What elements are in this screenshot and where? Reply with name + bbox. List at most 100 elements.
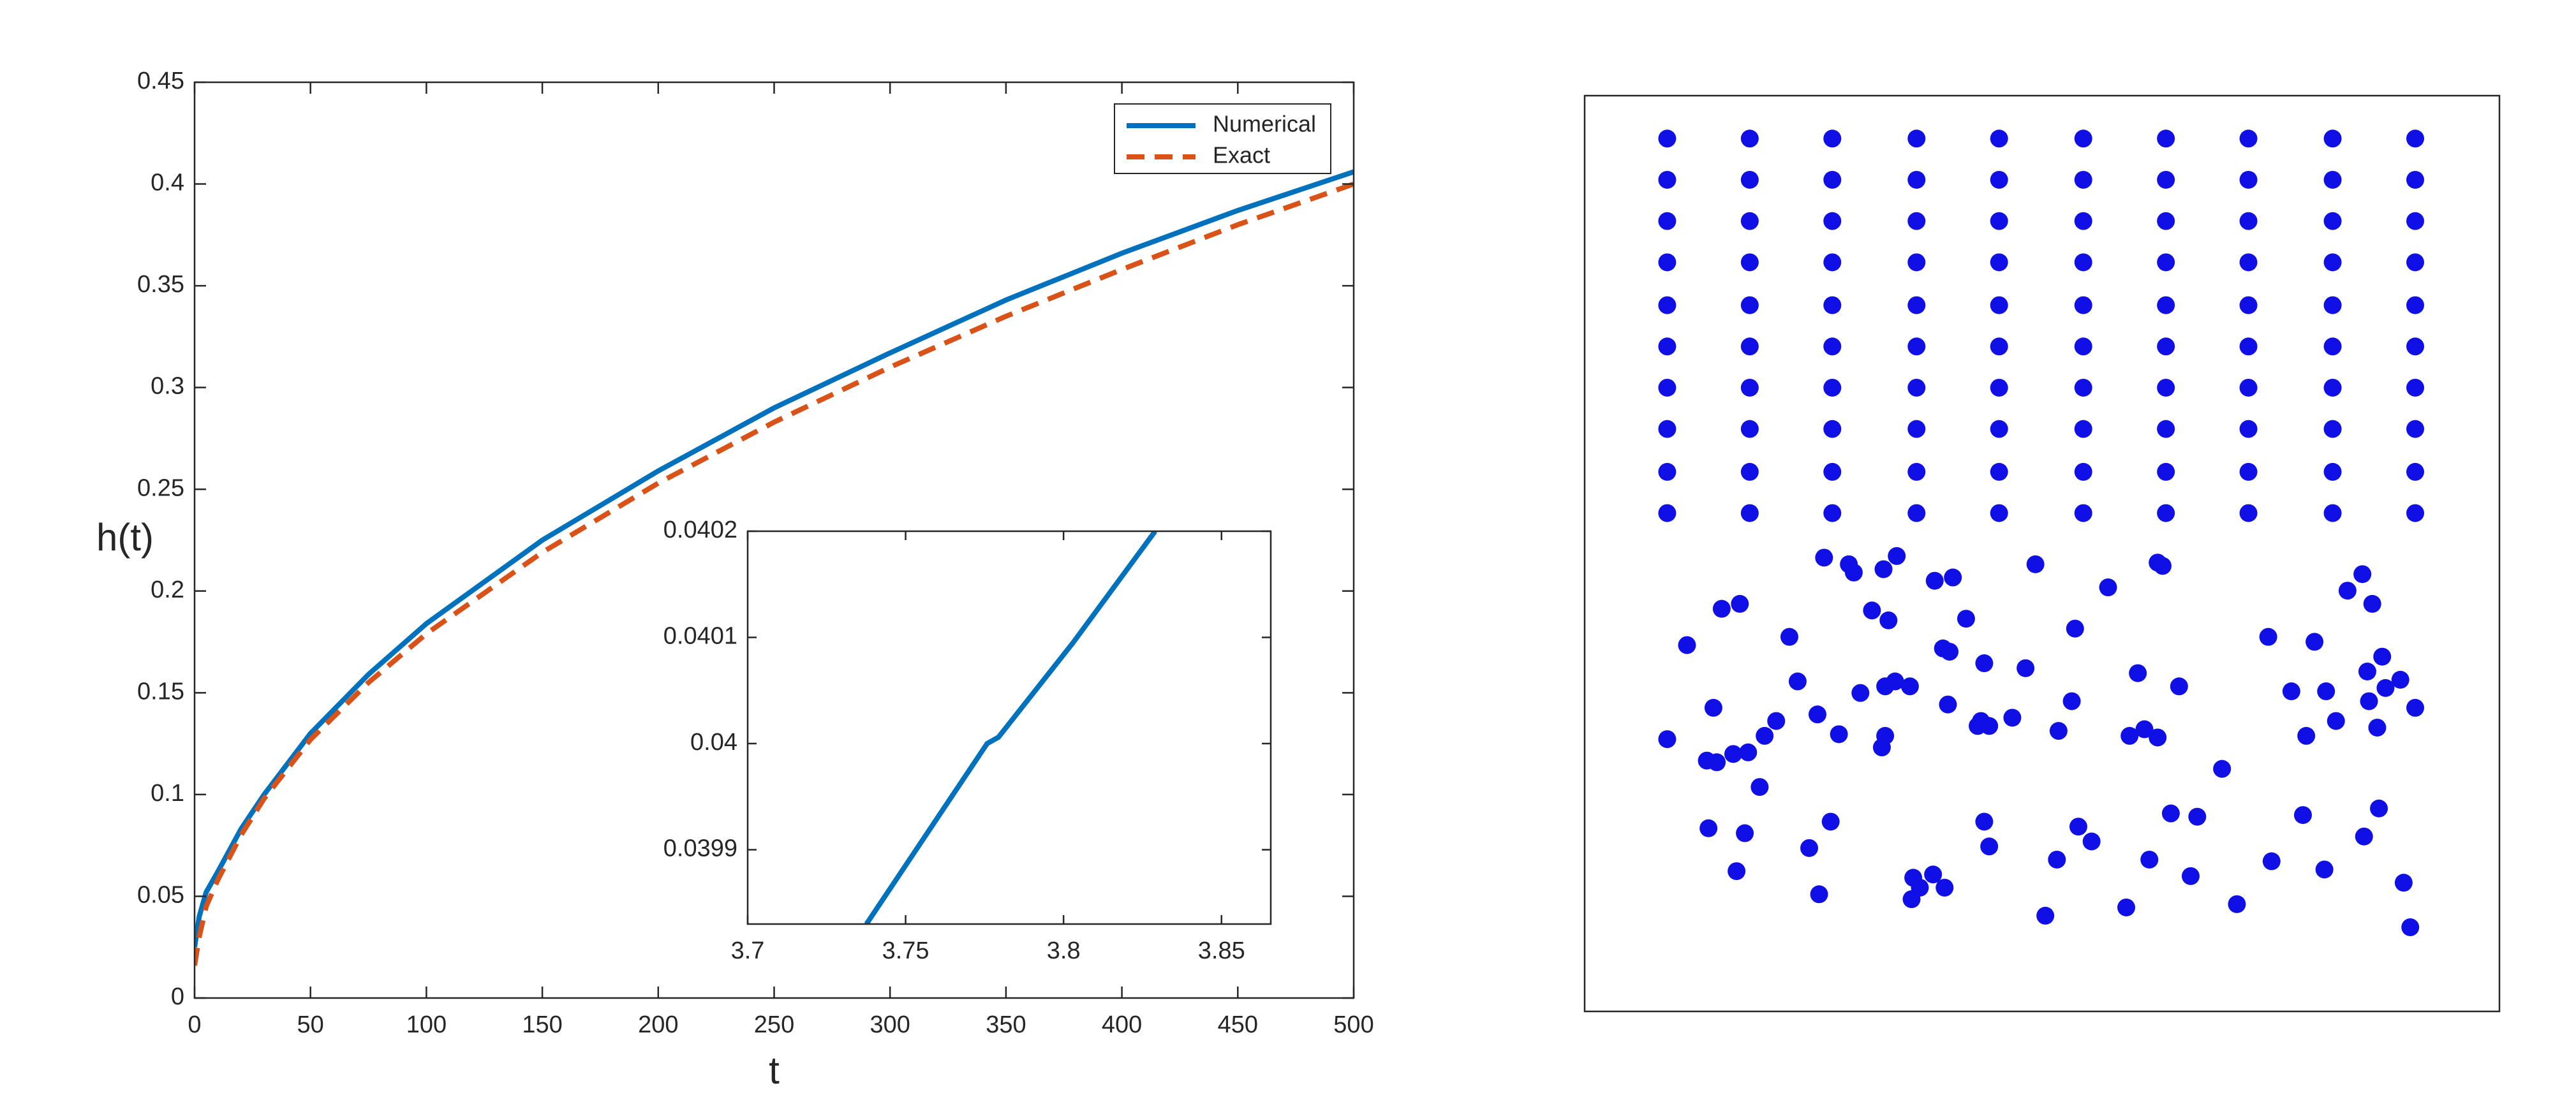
scatter-point [2406, 296, 2424, 314]
scatter-point [1851, 684, 1870, 702]
x-tick-label: 50 [297, 1011, 324, 1038]
scatter-point [2323, 462, 2342, 481]
scatter-point [2117, 898, 2136, 916]
scatter-point [1736, 824, 1754, 842]
scatter-point [2157, 420, 2175, 438]
scatter-point [1756, 726, 1774, 745]
scatter-point [2239, 378, 2258, 397]
y-tick-label: 0.15 [137, 678, 184, 705]
scatter-point [2323, 296, 2342, 314]
x-tick-label: 250 [754, 1011, 794, 1038]
scatter-point [1740, 504, 1759, 522]
scatter-point [1704, 698, 1722, 717]
scatter-point [1823, 378, 1842, 397]
scatter-point [2239, 253, 2258, 272]
scatter-point [2121, 726, 2139, 745]
scatter-point [1863, 601, 1881, 620]
y-tick-label: 0.1 [151, 780, 184, 807]
scatter-point [2406, 253, 2424, 272]
scatter-point [2049, 722, 2068, 740]
scatter-point [2074, 504, 2092, 522]
scatter-point [1821, 812, 1840, 831]
scatter-point [1658, 504, 1677, 522]
y-tick-label: 0 [171, 983, 184, 1010]
scatter-point [1712, 599, 1731, 618]
scatter-point [1823, 337, 1842, 356]
scatter-point [1879, 611, 1898, 629]
scatter-point [2406, 129, 2424, 148]
scatter-point [2074, 462, 2092, 481]
scatter-point [1808, 705, 1826, 724]
scatter-point [2157, 378, 2175, 397]
scatter-point [2135, 720, 2154, 738]
scatter-point [2239, 337, 2258, 356]
scatter-point [1823, 420, 1842, 438]
scatter-point [2259, 628, 2277, 646]
scatter-point [2323, 170, 2342, 189]
x-tick-label: 150 [522, 1011, 562, 1038]
scatter-point [2149, 728, 2167, 747]
scatter-point [1990, 378, 2008, 397]
scatter-point [2157, 170, 2175, 189]
scatter-point [1739, 743, 1758, 761]
scatter-point [1699, 819, 1718, 837]
scatter-point [2239, 212, 2258, 230]
scatter-point [2323, 504, 2342, 522]
x-tick-label: 400 [1102, 1011, 1142, 1038]
scatter-point [1658, 129, 1677, 148]
scatter-point [1990, 129, 2008, 148]
scatter-point [2228, 895, 2246, 913]
scatter-point [2323, 378, 2342, 397]
scatter-point [1941, 642, 1959, 661]
y-tick-label: 0.0402 [663, 517, 737, 543]
scatter-point [1767, 712, 1786, 730]
scatter-point [2157, 129, 2175, 148]
scatter-point [1658, 462, 1677, 481]
scatter-point [2323, 420, 2342, 438]
scatter-point [2074, 378, 2092, 397]
scatter-point [1740, 212, 1759, 230]
scatter-point [1751, 778, 1769, 797]
scatter-point [1788, 672, 1807, 691]
scatter-point [2406, 698, 2424, 717]
scatter-point [2036, 906, 2055, 925]
scatter-point [2003, 709, 2022, 727]
x-tick-label: 350 [986, 1011, 1026, 1038]
x-axis-label: t [769, 1049, 780, 1092]
scatter-point [1980, 837, 1999, 856]
scatter-point [2297, 726, 2316, 745]
scatter-point [2373, 647, 2392, 666]
scatter-point [2074, 212, 2092, 230]
scatter-point [1990, 253, 2008, 272]
scatter-point [2355, 827, 2373, 846]
scatter-point [2358, 662, 2376, 680]
scatter-point [2161, 804, 2180, 823]
scatter-point [1990, 296, 2008, 314]
scatter-point [1658, 296, 1677, 314]
y-tick-label: 0.45 [137, 68, 184, 94]
scatter-point [1975, 812, 1994, 831]
scatter-point [1678, 636, 1696, 654]
scatter-point [1810, 885, 1828, 904]
scatter-point [2170, 677, 2188, 696]
scatter-point [2069, 818, 2087, 836]
scatter-point [2306, 633, 2324, 651]
scatter-point [1902, 890, 1921, 909]
scatter-point [1800, 839, 1819, 857]
x-tick-label: 3.75 [882, 937, 929, 964]
scatter-point [1907, 170, 1926, 189]
scatter-point [2360, 692, 2378, 710]
scatter-point [2323, 253, 2342, 272]
y-tick-label: 0.0399 [663, 835, 737, 862]
scatter-point [2181, 867, 2200, 885]
scatter-point [2327, 712, 2345, 730]
y-tick-label: 0.0401 [663, 623, 737, 650]
scatter-point [2363, 594, 2381, 613]
scatter-point [2157, 462, 2175, 481]
scatter-point [2370, 799, 2388, 818]
scatter-point [1944, 568, 1962, 587]
scatter-point [2074, 337, 2092, 356]
scatter-point [1907, 253, 1926, 272]
scatter-point [2239, 296, 2258, 314]
